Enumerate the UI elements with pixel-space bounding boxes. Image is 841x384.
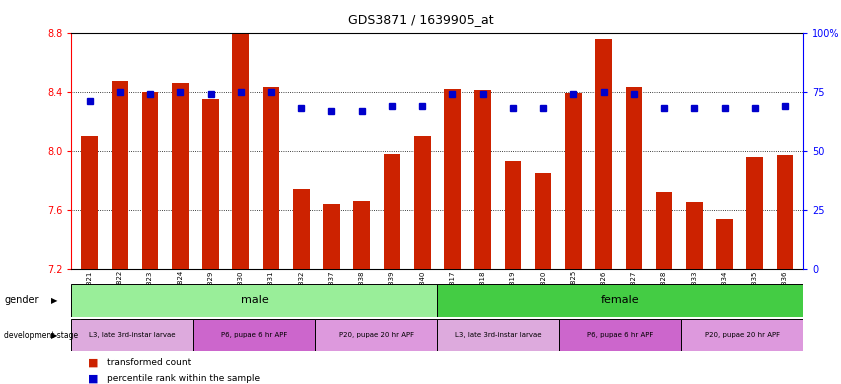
Text: ▶: ▶ <box>51 296 58 305</box>
Text: gender: gender <box>4 295 39 306</box>
Bar <box>414 136 431 269</box>
Bar <box>595 38 612 269</box>
Bar <box>232 34 249 269</box>
Bar <box>383 154 400 269</box>
Text: L3, late 3rd-instar larvae: L3, late 3rd-instar larvae <box>89 332 176 338</box>
Bar <box>323 204 340 269</box>
Text: transformed count: transformed count <box>107 358 191 367</box>
Text: P6, pupae 6 hr APF: P6, pupae 6 hr APF <box>587 332 653 338</box>
Bar <box>193 319 315 351</box>
Bar <box>172 83 188 269</box>
Bar <box>747 157 763 269</box>
Bar <box>656 192 673 269</box>
Text: ■: ■ <box>88 373 98 383</box>
Bar <box>505 161 521 269</box>
Bar <box>559 319 681 351</box>
Bar <box>474 90 491 269</box>
Text: female: female <box>601 295 639 306</box>
Text: P20, pupae 20 hr APF: P20, pupae 20 hr APF <box>705 332 780 338</box>
Text: ▶: ▶ <box>51 331 58 339</box>
Text: ■: ■ <box>88 358 98 368</box>
Bar <box>717 218 733 269</box>
Bar <box>681 319 803 351</box>
Bar <box>71 284 437 317</box>
Bar <box>353 201 370 269</box>
Bar <box>535 173 552 269</box>
Bar <box>202 99 219 269</box>
Bar <box>437 319 559 351</box>
Bar <box>565 93 582 269</box>
Text: GDS3871 / 1639905_at: GDS3871 / 1639905_at <box>347 13 494 26</box>
Bar <box>293 189 309 269</box>
Bar <box>437 284 803 317</box>
Text: development stage: development stage <box>4 331 78 339</box>
Bar <box>112 81 128 269</box>
Bar <box>315 319 437 351</box>
Bar <box>777 155 793 269</box>
Text: P6, pupae 6 hr APF: P6, pupae 6 hr APF <box>221 332 288 338</box>
Bar <box>444 89 461 269</box>
Bar <box>686 202 702 269</box>
Bar <box>71 319 193 351</box>
Bar <box>626 87 643 269</box>
Text: P20, pupae 20 hr APF: P20, pupae 20 hr APF <box>339 332 414 338</box>
Bar <box>142 92 158 269</box>
Text: L3, late 3rd-instar larvae: L3, late 3rd-instar larvae <box>455 332 542 338</box>
Text: percentile rank within the sample: percentile rank within the sample <box>107 374 260 383</box>
Bar <box>82 136 98 269</box>
Text: male: male <box>241 295 268 306</box>
Bar <box>262 87 279 269</box>
